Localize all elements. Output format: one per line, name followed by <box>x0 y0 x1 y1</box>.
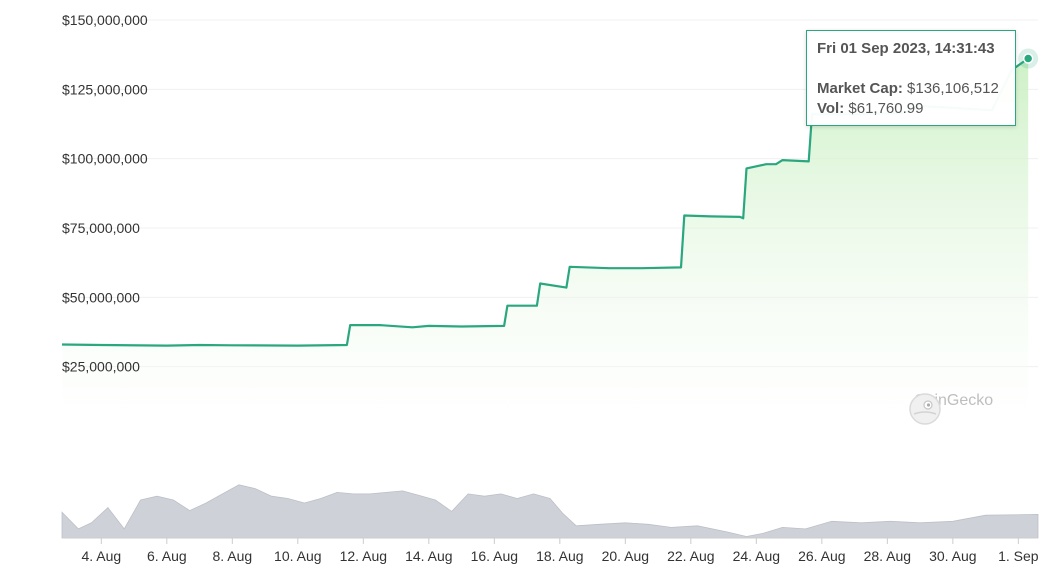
y-tick-label: $75,000,000 <box>62 220 140 236</box>
hover-marker <box>1022 53 1034 64</box>
x-tick-label: 24. Aug <box>733 548 781 564</box>
x-tick-label: 16. Aug <box>471 548 519 564</box>
volume-area <box>61 484 1039 539</box>
y-tick-label: $100,000,000 <box>62 151 148 167</box>
tooltip-market-cap-value: $136,106,512 <box>907 80 999 97</box>
x-tick-label: 12. Aug <box>340 548 388 564</box>
tooltip-vol-row: Vol: $61,760.99 <box>817 99 1005 119</box>
tooltip-market-cap-label: Market Cap: <box>817 80 903 97</box>
x-tick-label: 22. Aug <box>667 548 715 564</box>
y-tick-label: $25,000,000 <box>62 359 140 375</box>
x-tick-label: 4. Aug <box>81 548 121 564</box>
market-cap-area <box>62 58 1029 436</box>
tooltip-market-cap-row: Market Cap: $136,106,512 <box>817 79 1005 99</box>
y-tick-label: $50,000,000 <box>62 289 140 305</box>
x-tick-label: 28. Aug <box>864 548 912 564</box>
y-tick-label: $150,000,000 <box>62 12 148 28</box>
x-tick-label: 20. Aug <box>602 548 650 564</box>
x-tick-label: 26. Aug <box>798 548 846 564</box>
x-tick-label: 1. Sep <box>998 548 1039 564</box>
tooltip-vol-label: Vol: <box>817 100 845 117</box>
tooltip-vol-value: $61,760.99 <box>848 100 924 117</box>
y-tick-label: $125,000,000 <box>62 81 148 97</box>
gecko-logo-icon <box>909 393 941 425</box>
data-tooltip: Fri 01 Sep 2023, 14:31:43 Market Cap: $1… <box>806 30 1016 126</box>
x-tick-label: 14. Aug <box>405 548 453 564</box>
x-tick-label: 8. Aug <box>212 548 252 564</box>
coingecko-watermark: CoinGecko <box>908 392 993 425</box>
tooltip-date: Fri 01 Sep 2023, 14:31:43 <box>817 40 995 57</box>
x-tick-label: 18. Aug <box>536 548 584 564</box>
x-tick-label: 30. Aug <box>929 548 977 564</box>
x-tick-label: 6. Aug <box>147 548 187 564</box>
x-tick-label: 10. Aug <box>274 548 322 564</box>
